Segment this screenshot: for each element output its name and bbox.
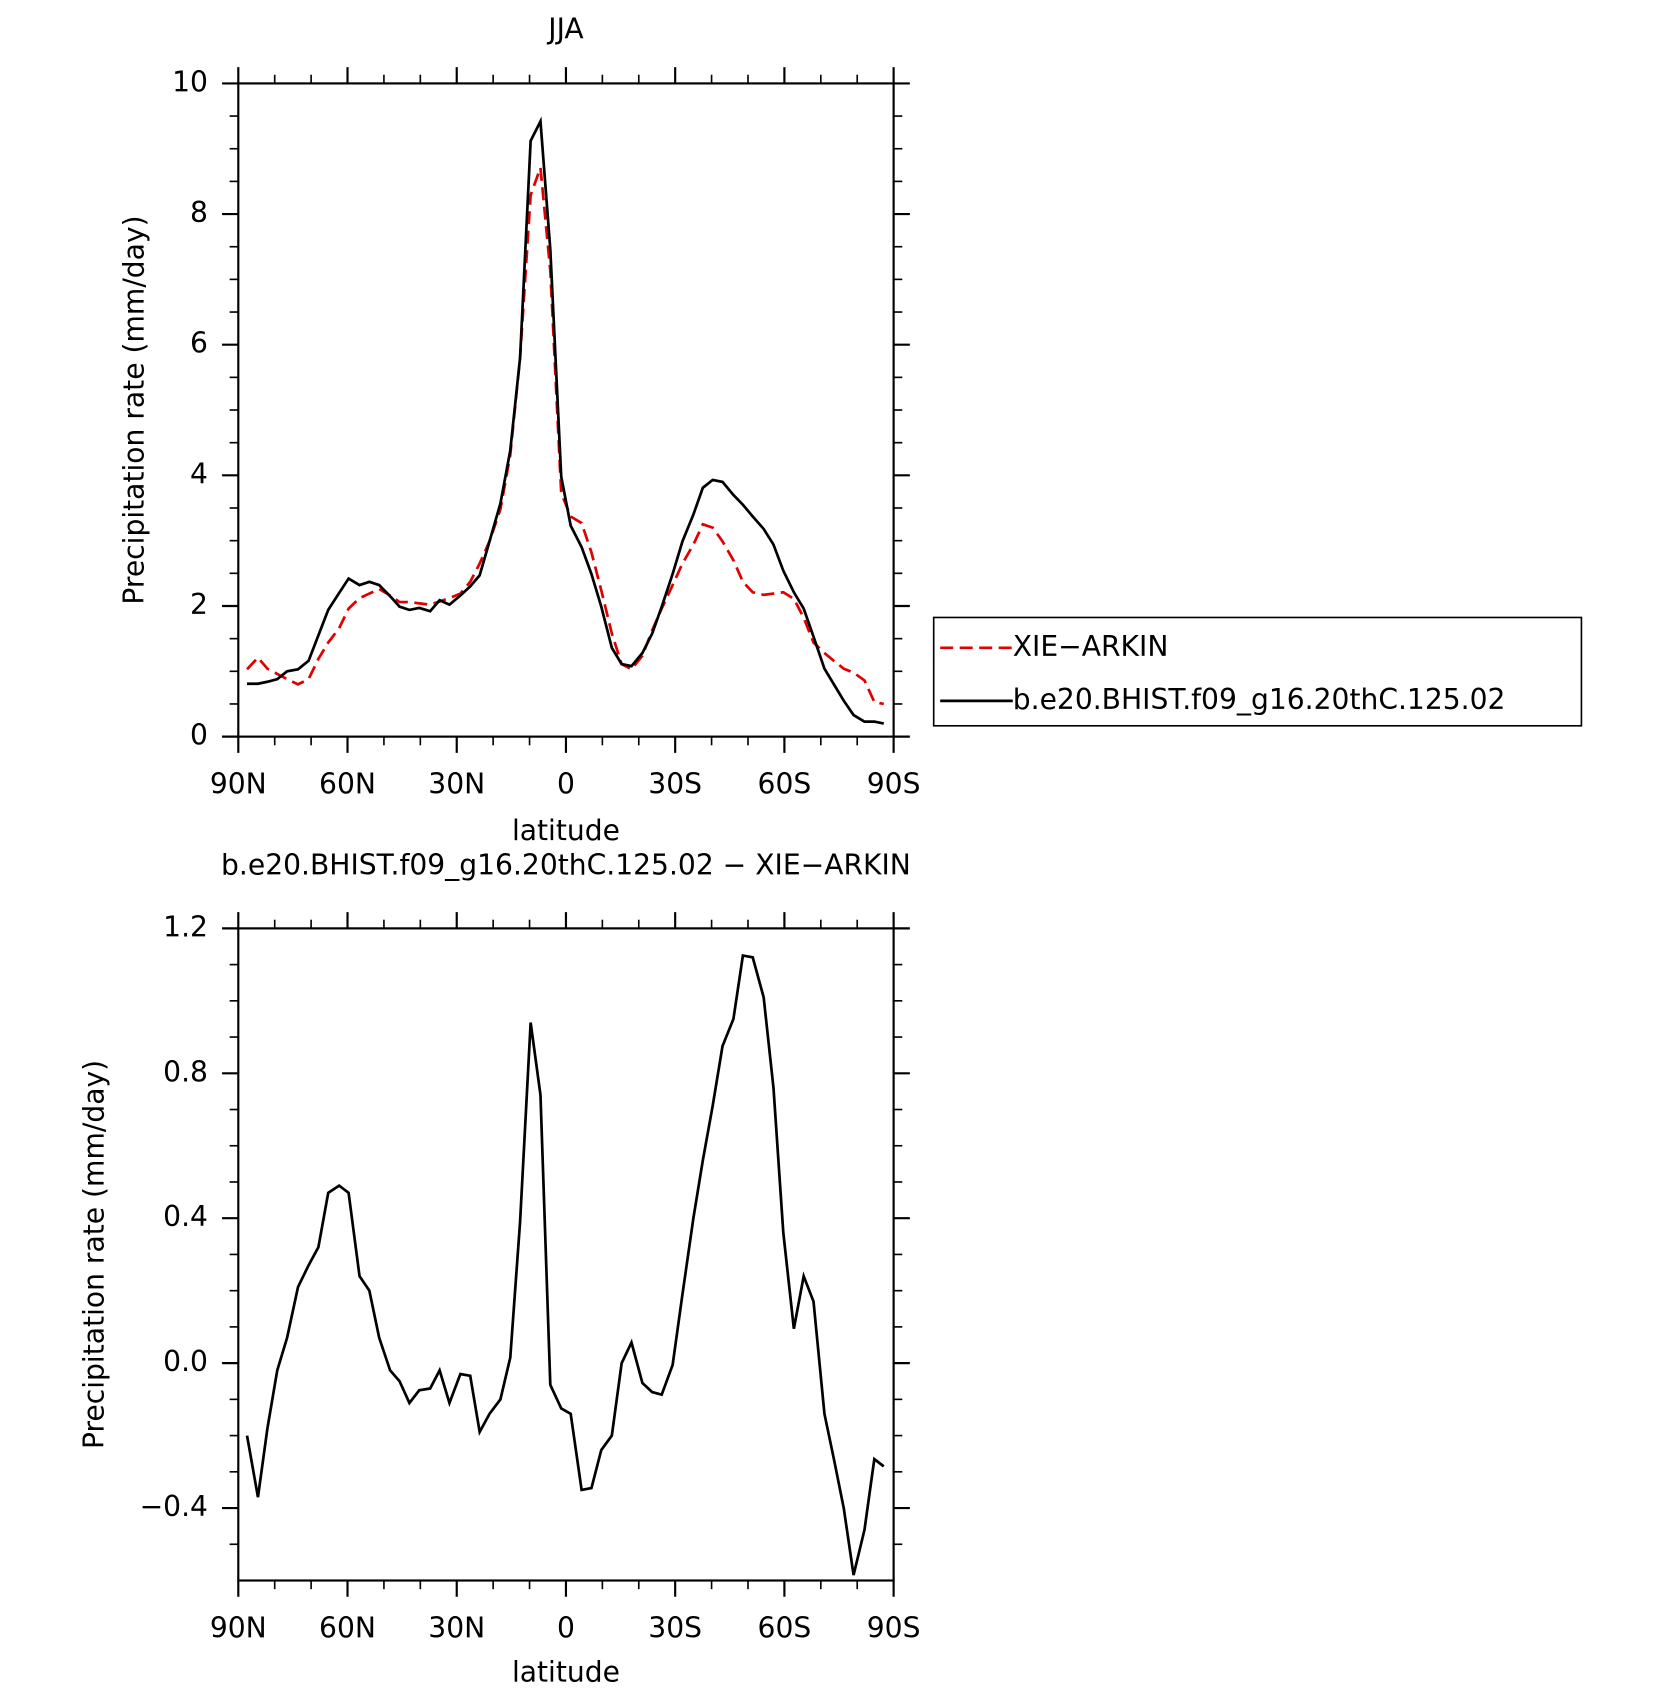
plot-frame	[237, 927, 895, 1582]
x-axis-label: latitude	[512, 814, 620, 847]
x-tick-label: 0	[557, 1611, 575, 1644]
data-line	[246, 167, 885, 706]
x-tick-label: 30S	[648, 1611, 702, 1644]
y-axis-label: Precipitation rate (mm/day)	[77, 1060, 110, 1449]
y-tick-label: 0.0	[163, 1345, 208, 1378]
legend-label: b.e20.BHIST.f09_g16.20thC.125.02	[1013, 683, 1506, 716]
y-tick-label: 0.4	[163, 1200, 208, 1233]
chart-title: JJA	[546, 12, 584, 45]
data-line	[247, 116, 885, 725]
x-tick-label: 60S	[758, 1611, 812, 1644]
y-tick-label: 4	[190, 457, 208, 490]
data-line	[245, 953, 885, 1576]
y-tick-label: 8	[190, 196, 208, 229]
y-tick-label: 0	[190, 719, 208, 752]
x-tick-label: 60N	[319, 767, 376, 800]
y-tick-label: 1.2	[163, 910, 208, 943]
x-tick-label: 90N	[210, 1611, 267, 1644]
y-axis-label: Precipitation rate (mm/day)	[117, 215, 150, 604]
x-tick-label: 90S	[867, 1611, 921, 1644]
legend-label: XIE−ARKIN	[1013, 630, 1169, 663]
y-tick-label: 2	[190, 588, 208, 621]
plot-frame	[237, 82, 895, 738]
x-tick-label: 30N	[428, 767, 485, 800]
chart-title: b.e20.BHIST.f09_g16.20thC.125.02 − XIE−A…	[221, 849, 911, 882]
x-tick-label: 90N	[210, 767, 267, 800]
x-axis-label: latitude	[512, 1656, 620, 1689]
y-tick-label: 6	[190, 327, 208, 360]
x-tick-label: 0	[557, 767, 575, 800]
x-tick-label: 30S	[648, 767, 702, 800]
x-tick-label: 90S	[867, 767, 921, 800]
x-tick-label: 60N	[319, 1611, 376, 1644]
legend-box	[932, 616, 1583, 727]
x-tick-label: 60S	[758, 767, 812, 800]
x-tick-label: 30N	[428, 1611, 485, 1644]
y-tick-label: 10	[172, 65, 208, 98]
y-tick-label: 0.8	[163, 1055, 208, 1088]
y-tick-label: −0.4	[140, 1490, 208, 1523]
